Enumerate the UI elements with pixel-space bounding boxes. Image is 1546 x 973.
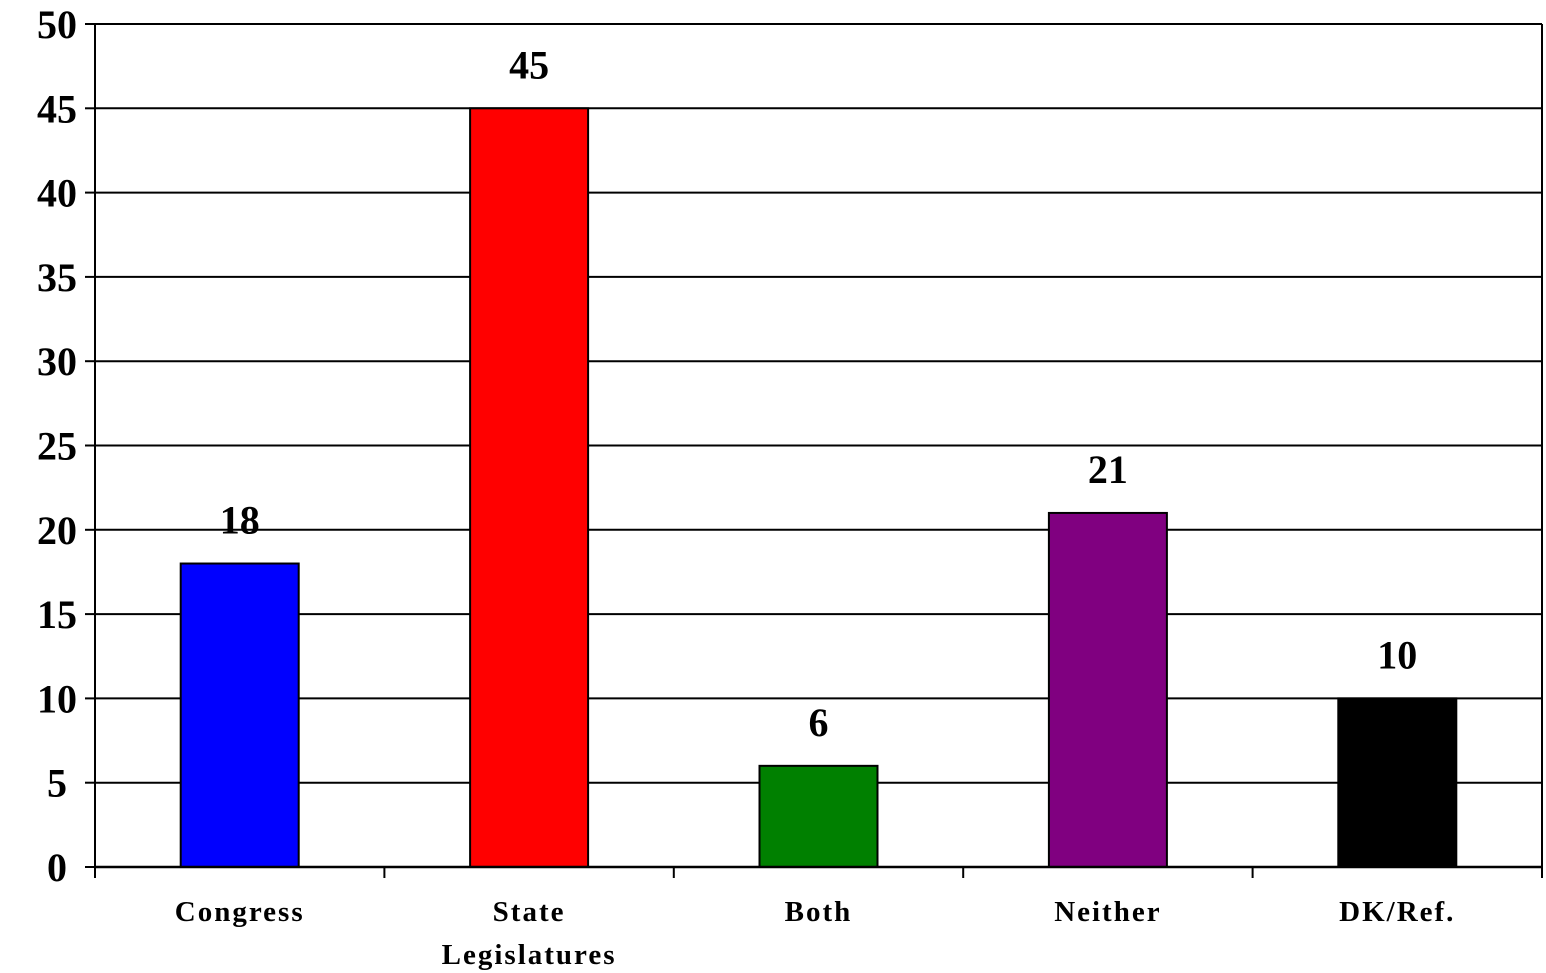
y-tick-label: 30: [37, 339, 77, 384]
data-label: 21: [1088, 447, 1128, 492]
bar: [1047, 511, 1168, 868]
category-labels: Congress State Legislatures Both Neither DK/R…: [175, 896, 1455, 971]
y-tick-label: 10: [37, 676, 77, 721]
y-tick-label: 50: [37, 2, 77, 47]
data-labels: 18 45 6 21 10: [220, 42, 1418, 745]
data-label: 45: [509, 42, 549, 87]
y-tick-label: 35: [37, 255, 77, 300]
category-label-line: DK/Ref.: [1339, 896, 1455, 928]
gridlines: [95, 23, 1542, 784]
bar: [469, 107, 590, 869]
data-label: 10: [1377, 632, 1417, 677]
category-label-line: Congress: [175, 896, 305, 928]
bars: [179, 107, 1458, 869]
category-label: Both: [785, 896, 853, 928]
bar: [1337, 697, 1458, 869]
y-tick-label: 25: [37, 424, 77, 469]
category-label: Neither: [1054, 896, 1161, 928]
category-label-line: State: [493, 896, 566, 928]
category-label: DK/Ref.: [1339, 896, 1455, 928]
category-label-line: Neither: [1054, 896, 1161, 928]
bar: [758, 764, 879, 869]
category-label: Congress: [175, 896, 305, 928]
category-label: State Legislatures: [442, 896, 617, 971]
y-tick-label: 5: [47, 761, 67, 806]
y-tick-label: 45: [37, 86, 77, 131]
category-label-line: Both: [785, 896, 853, 928]
y-tick-labels: 0 5 10 15 20 25 30 35 40 45 50: [37, 2, 77, 890]
y-tick-label: 15: [37, 592, 77, 637]
y-tick-label: 40: [37, 171, 77, 216]
data-label: 18: [220, 498, 260, 543]
bar: [179, 562, 300, 869]
y-tick-label: 0: [47, 845, 67, 890]
axes: [85, 23, 1543, 878]
category-label-line: Legislatures: [442, 939, 617, 971]
data-label: 6: [809, 700, 829, 745]
y-tick-label: 20: [37, 508, 77, 553]
